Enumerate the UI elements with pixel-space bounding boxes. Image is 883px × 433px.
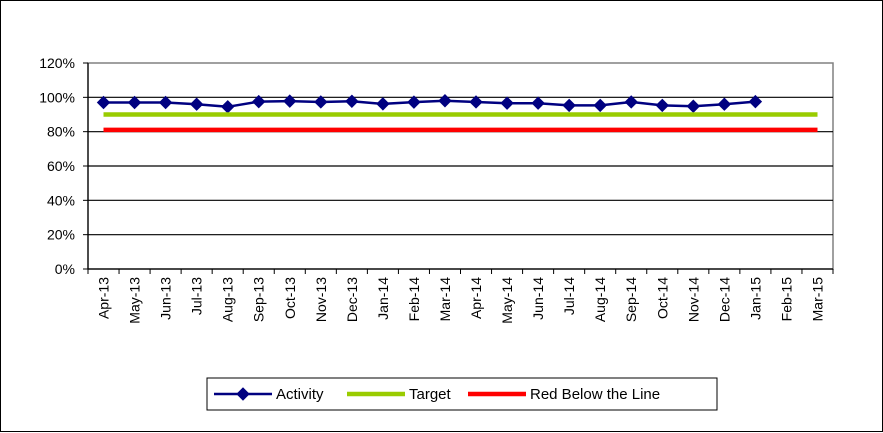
data-point	[562, 98, 576, 113]
legend-label: Red Below the Line	[530, 386, 660, 403]
x-tick-label: Dec-13	[344, 277, 360, 322]
series-activity	[96, 94, 763, 114]
x-tick-label: Aug-13	[220, 277, 236, 322]
data-point	[717, 97, 732, 111]
data-point	[624, 95, 638, 109]
data-point	[748, 94, 763, 109]
data-point	[469, 95, 483, 109]
x-tick-label: Apr-13	[96, 277, 112, 319]
x-tick-label: Mar-14	[437, 277, 453, 322]
legend-label: Target	[409, 386, 452, 403]
y-tick-label: 40%	[47, 192, 75, 208]
x-tick-label: Nov-13	[313, 277, 329, 322]
x-tick-label: Feb-15	[778, 277, 794, 322]
x-tick-label: Dec-14	[716, 277, 732, 322]
x-tick-label: Feb-14	[406, 277, 422, 322]
y-tick-label: 60%	[47, 158, 75, 174]
legend-label: Activity	[276, 386, 324, 403]
y-tick-label: 100%	[39, 89, 75, 105]
x-tick-label: Jun-14	[530, 277, 546, 320]
y-tick-label: 80%	[47, 124, 75, 140]
legend-item: Target	[347, 386, 452, 403]
legend-marker	[236, 387, 250, 401]
x-tick-label: Apr-14	[468, 277, 484, 319]
data-point	[531, 96, 545, 110]
data-point	[655, 98, 669, 113]
axis-layer: 0% 20% 40% 60% 80% 100% 120% Apr-13 May-13 Jun-13…	[39, 55, 834, 324]
data-point	[96, 95, 111, 110]
data-point	[127, 95, 142, 110]
data-point	[283, 94, 297, 108]
x-tick-label: Sep-14	[623, 277, 639, 322]
y-tick-label: 0%	[55, 261, 75, 277]
x-tick-label: Jan-14	[375, 277, 391, 320]
x-tick-label: Jun-13	[158, 277, 174, 320]
y-tick-label: 120%	[39, 55, 75, 71]
x-tick-label: May-13	[127, 277, 143, 324]
y-tick-label: 20%	[47, 227, 75, 243]
x-tick-label: Jan-15	[747, 277, 763, 320]
legend-item: Activity	[214, 386, 324, 403]
legend: Activity Target Red Below the Line	[206, 377, 718, 411]
x-tick-label: Aug-14	[592, 277, 608, 322]
legend-box	[206, 377, 718, 411]
data-point	[158, 95, 173, 110]
x-tick-label: Oct-13	[282, 277, 298, 319]
data-point	[500, 96, 514, 110]
x-tick-label: Jul-13	[189, 277, 205, 315]
x-tick-label: Jul-14	[561, 277, 577, 315]
data-point	[438, 94, 452, 108]
plot-area	[87, 62, 834, 270]
x-tick-label: Sep-13	[251, 277, 267, 322]
data-point	[252, 94, 266, 109]
data-point	[407, 95, 421, 109]
x-tick-label: Oct-14	[654, 277, 670, 319]
data-point	[345, 94, 359, 108]
x-tick-label: May-14	[499, 277, 515, 324]
data-point	[593, 98, 607, 113]
data-point	[189, 97, 204, 111]
data-point	[314, 95, 328, 109]
legend-item: Red Below the Line	[468, 386, 660, 403]
series-layer	[96, 94, 818, 133]
data-point	[376, 97, 390, 111]
x-tick-label: Mar-15	[809, 277, 825, 322]
series-line	[103, 99, 756, 109]
x-tick-label: Nov-14	[685, 277, 701, 322]
